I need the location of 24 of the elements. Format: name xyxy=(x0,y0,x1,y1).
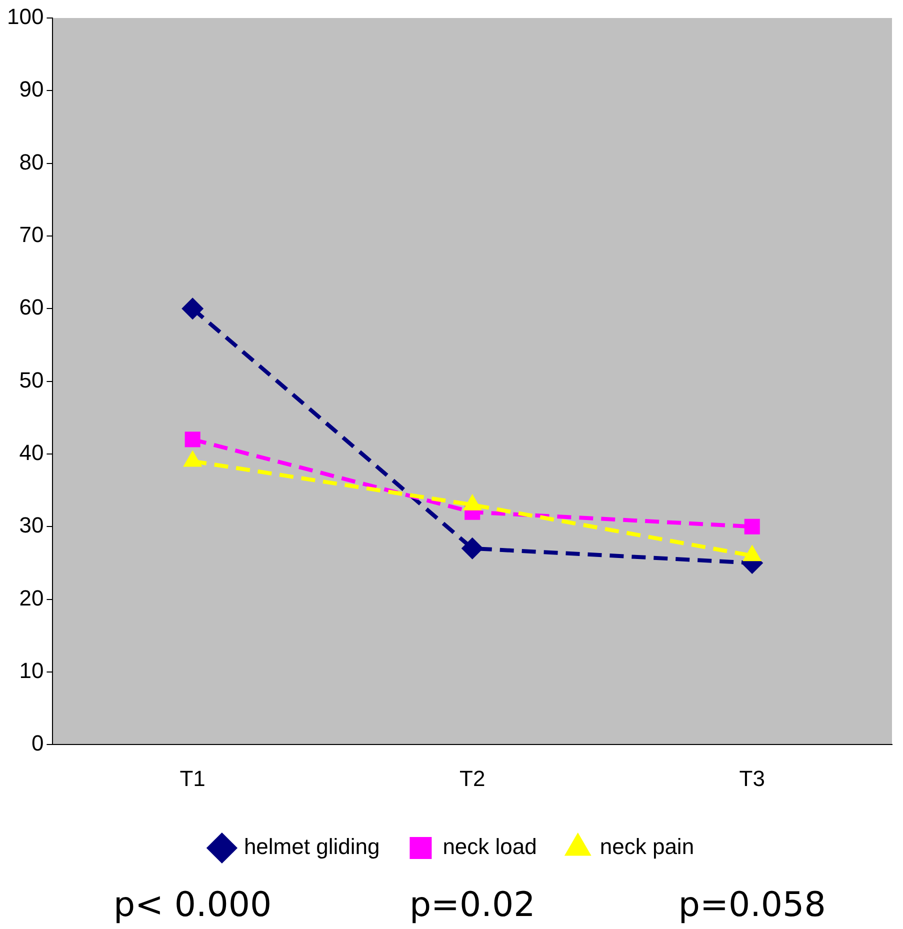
y-tick-label: 90 xyxy=(19,76,44,102)
legend-label: helmet gliding xyxy=(244,834,380,860)
y-tick-label: 100 xyxy=(6,4,44,30)
x-tick-label: T2 xyxy=(460,766,486,791)
y-tick-label: 60 xyxy=(19,294,44,320)
text: p< 0.000 xyxy=(113,884,272,925)
point xyxy=(744,518,760,534)
legend-label: neck pain xyxy=(600,834,694,860)
point xyxy=(182,298,204,320)
text: p=0.058 xyxy=(678,884,826,925)
text: p=0.02 xyxy=(409,884,536,925)
y-tick-label: 50 xyxy=(19,367,44,392)
y-tick-label: 80 xyxy=(19,149,44,174)
y-tick-label: 70 xyxy=(19,222,44,248)
y-tick-label: 40 xyxy=(19,440,44,466)
y-tick-label: 10 xyxy=(19,658,44,684)
point xyxy=(461,537,484,560)
legend-label: neck load xyxy=(442,834,537,860)
y-tick-label: 20 xyxy=(19,585,44,610)
x-tick-label: T1 xyxy=(180,766,206,791)
y-tick-label: 30 xyxy=(19,512,44,538)
y-tick-label: 0 xyxy=(31,730,44,756)
point xyxy=(184,432,200,448)
x-tick-label: T3 xyxy=(739,766,765,791)
